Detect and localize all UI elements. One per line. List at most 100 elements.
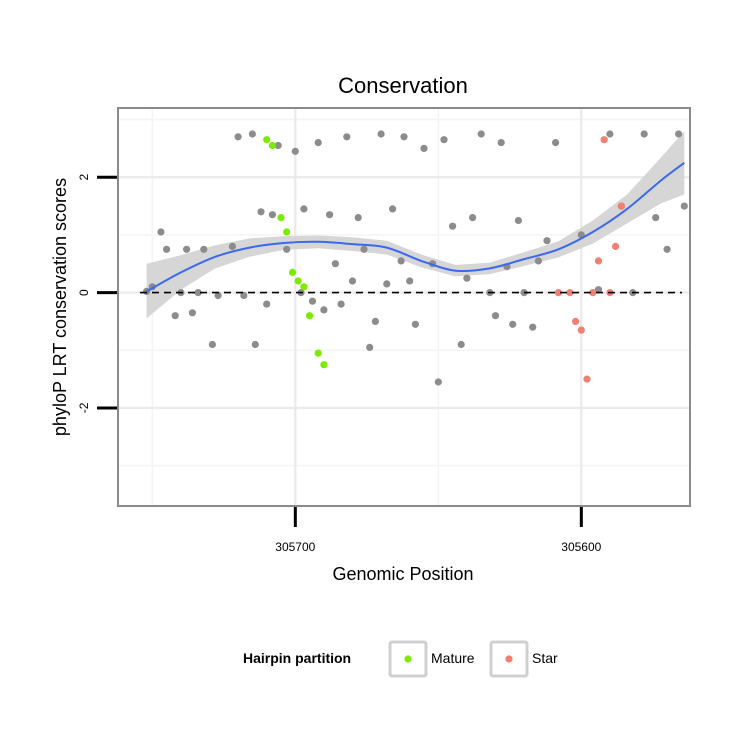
point-other	[194, 289, 202, 297]
point-mature	[288, 268, 297, 276]
point-other	[497, 139, 505, 147]
point-other	[200, 245, 208, 253]
point-other	[268, 211, 276, 219]
point-other	[263, 300, 271, 308]
point-star	[583, 375, 591, 383]
panel-border	[117, 107, 691, 507]
point-star	[594, 257, 603, 265]
point-mature	[263, 136, 271, 144]
point-other	[300, 205, 308, 213]
point-other	[291, 147, 299, 155]
point-other	[331, 260, 339, 268]
point-other	[449, 222, 457, 230]
x-axis-title: Genomic Position	[332, 564, 473, 584]
point-other	[283, 245, 291, 253]
x-tick-label: 305700	[275, 540, 315, 554]
point-mature	[320, 361, 328, 369]
point-other	[406, 277, 414, 285]
point-other	[509, 320, 517, 328]
point-other	[337, 300, 345, 308]
point-other	[543, 237, 551, 245]
point-mature	[277, 214, 285, 222]
point-other	[366, 343, 374, 351]
y-axis-title: phyloP LRT conservation scores	[50, 178, 70, 436]
point-other	[320, 306, 328, 314]
point-other	[354, 214, 362, 222]
point-other	[343, 133, 351, 141]
point-other	[214, 291, 222, 300]
x-axis: 305700 305600	[275, 507, 602, 554]
point-other	[491, 312, 500, 320]
point-other	[534, 257, 543, 265]
point-other	[606, 130, 614, 138]
point-other	[675, 130, 683, 138]
legend-label-mature: Mature	[431, 650, 475, 666]
point-mature	[268, 141, 276, 150]
point-mature	[294, 277, 302, 285]
point-other	[397, 257, 405, 265]
y-tick-label: -2	[77, 402, 91, 413]
point-other	[552, 139, 560, 147]
smooth-fit-line	[146, 162, 685, 293]
panel-background	[118, 108, 690, 506]
legend-title: Hairpin partition	[243, 650, 351, 666]
point-other	[377, 130, 385, 138]
point-star	[566, 289, 574, 297]
point-other	[326, 211, 334, 219]
y-tick-label: 2	[77, 174, 91, 181]
point-other	[477, 130, 485, 138]
point-other	[228, 242, 236, 250]
point-other	[274, 141, 282, 150]
point-other	[257, 208, 265, 216]
point-star	[554, 289, 563, 297]
legend-label-star: Star	[532, 650, 558, 666]
point-other	[594, 286, 603, 294]
point-other	[183, 245, 191, 253]
point-other	[234, 133, 242, 141]
point-other	[652, 214, 660, 222]
point-other	[529, 323, 537, 331]
point-star	[589, 289, 597, 297]
point-star	[600, 136, 608, 144]
point-other	[171, 312, 179, 320]
point-mature	[306, 312, 314, 320]
legend: Hairpin partition Mature Star	[243, 640, 558, 678]
point-other	[314, 139, 322, 147]
point-other	[248, 130, 256, 138]
point-other	[163, 245, 171, 253]
point-star	[612, 242, 620, 250]
point-other	[411, 320, 419, 328]
point-mature	[283, 228, 291, 236]
point-other	[371, 317, 379, 325]
point-other	[251, 340, 259, 349]
y-tick-label: 0	[77, 289, 91, 296]
y-axis: -2 0 2	[77, 174, 117, 413]
point-other	[420, 144, 428, 152]
point-other	[680, 202, 688, 210]
point-mature	[314, 349, 322, 357]
legend-swatch-mature	[404, 655, 412, 663]
legend-swatch-star	[505, 655, 513, 663]
point-other	[463, 274, 471, 282]
point-other	[514, 216, 523, 225]
point-other	[400, 133, 408, 141]
point-other	[208, 340, 216, 349]
point-other	[663, 245, 671, 253]
point-other	[188, 309, 196, 317]
plot-panel	[117, 107, 691, 507]
point-other	[308, 297, 317, 305]
point-other	[434, 378, 442, 386]
point-star	[577, 326, 585, 334]
point-other	[348, 277, 357, 285]
x-tick-label: 305600	[561, 540, 601, 554]
point-other	[640, 130, 648, 138]
point-other	[383, 280, 391, 288]
point-other	[440, 136, 448, 144]
point-other	[240, 291, 248, 300]
point-other	[157, 228, 165, 236]
point-star	[572, 317, 580, 325]
point-other	[457, 340, 465, 349]
point-mature	[300, 283, 308, 291]
point-star	[617, 202, 626, 210]
